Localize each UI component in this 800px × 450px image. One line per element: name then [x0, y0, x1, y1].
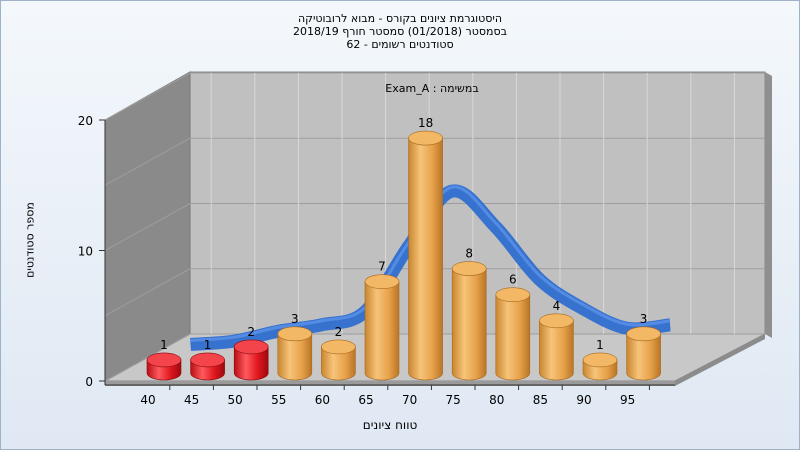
- bar-body: [626, 333, 661, 381]
- gridline-left: [104, 137, 191, 186]
- data-label: 6: [509, 273, 517, 287]
- x-tick-label: 65: [358, 393, 373, 407]
- bar-body: [364, 281, 400, 381]
- bar-top: [451, 261, 487, 276]
- bar-body: [495, 294, 531, 381]
- data-label: 3: [291, 312, 299, 326]
- data-label: 4: [553, 299, 561, 313]
- bar: [364, 274, 400, 381]
- bars: [146, 130, 661, 381]
- x-tick-label: 50: [228, 393, 243, 407]
- bar-top: [321, 339, 356, 355]
- data-label: 1: [204, 338, 212, 352]
- bar: [190, 352, 225, 381]
- y-tick-label: 20: [78, 114, 93, 128]
- x-tick-label: 85: [533, 393, 548, 407]
- data-label: 7: [378, 260, 386, 274]
- gridline-left: [104, 203, 191, 251]
- x-tick-label: 60: [315, 393, 330, 407]
- data-label: 2: [335, 325, 343, 339]
- floor-edge-side: [675, 334, 765, 386]
- bar-body: [408, 137, 443, 381]
- gridline-left: [104, 72, 191, 121]
- bar: [626, 326, 661, 381]
- bar-top: [277, 326, 313, 342]
- x-tick-label: 90: [576, 393, 591, 407]
- x-tick-label: 40: [140, 393, 155, 407]
- data-label: 8: [465, 247, 473, 261]
- bar-body: [321, 346, 356, 381]
- chart-title-line-2: בסמסטר (01/2018) סמסטר חורף 2018/19: [293, 25, 507, 38]
- x-tick-label: 75: [446, 393, 461, 407]
- bar: [146, 352, 182, 381]
- bar: [233, 339, 269, 381]
- x-tick-label: 80: [489, 393, 504, 407]
- y-tick-label: 10: [78, 245, 93, 259]
- y-axis-label: מספר סטודנטים: [23, 202, 37, 278]
- bar-top: [495, 287, 531, 303]
- inner-label: Exam_A : במשימה: [385, 82, 478, 95]
- chart-title-line-1: היסטוגרמת ציונים בקורס - מבוא לרובוטיקה: [297, 12, 503, 25]
- bar: [408, 130, 443, 381]
- data-label: 1: [596, 338, 604, 352]
- bar-top: [582, 352, 618, 368]
- bar: [539, 313, 574, 381]
- bar: [495, 287, 531, 381]
- data-label: 2: [247, 325, 255, 339]
- axes: [99, 119, 675, 390]
- bar-top: [146, 352, 182, 368]
- bar-body: [539, 320, 574, 381]
- bar-top: [364, 274, 400, 289]
- bar: [277, 326, 313, 381]
- x-tick-label: 45: [184, 393, 199, 407]
- x-axis-label: טווח ציונים: [362, 418, 418, 432]
- gridline-left: [104, 268, 191, 317]
- y-tick-label: 0: [85, 375, 93, 389]
- bar-body: [277, 333, 313, 381]
- bar-body: [451, 268, 487, 381]
- bar: [582, 352, 618, 381]
- bar-top: [233, 339, 269, 355]
- x-tick-label: 55: [271, 393, 286, 407]
- right-wall-shadow: [765, 72, 772, 338]
- bar-body: [233, 346, 269, 381]
- x-tick-label: 95: [620, 393, 635, 407]
- tick-labels: 0 10 20 40 45 50 55 60 65 70 75 80 85 90 95 1 1 2 3 2 7 18 8 6 4…: [78, 114, 648, 407]
- data-label: 18: [418, 116, 433, 130]
- x-tick-label: 70: [402, 393, 417, 407]
- bar: [321, 339, 356, 381]
- bar-top: [190, 352, 225, 368]
- data-label: 3: [640, 312, 648, 326]
- bar-top: [539, 313, 574, 329]
- data-label: 1: [160, 338, 168, 352]
- bar-top: [626, 326, 661, 342]
- chart-title-line-3: סטודנטים רשומים - 62: [346, 38, 454, 51]
- bar-top: [408, 130, 443, 146]
- bar: [451, 261, 487, 381]
- gridline-left: [104, 333, 191, 382]
